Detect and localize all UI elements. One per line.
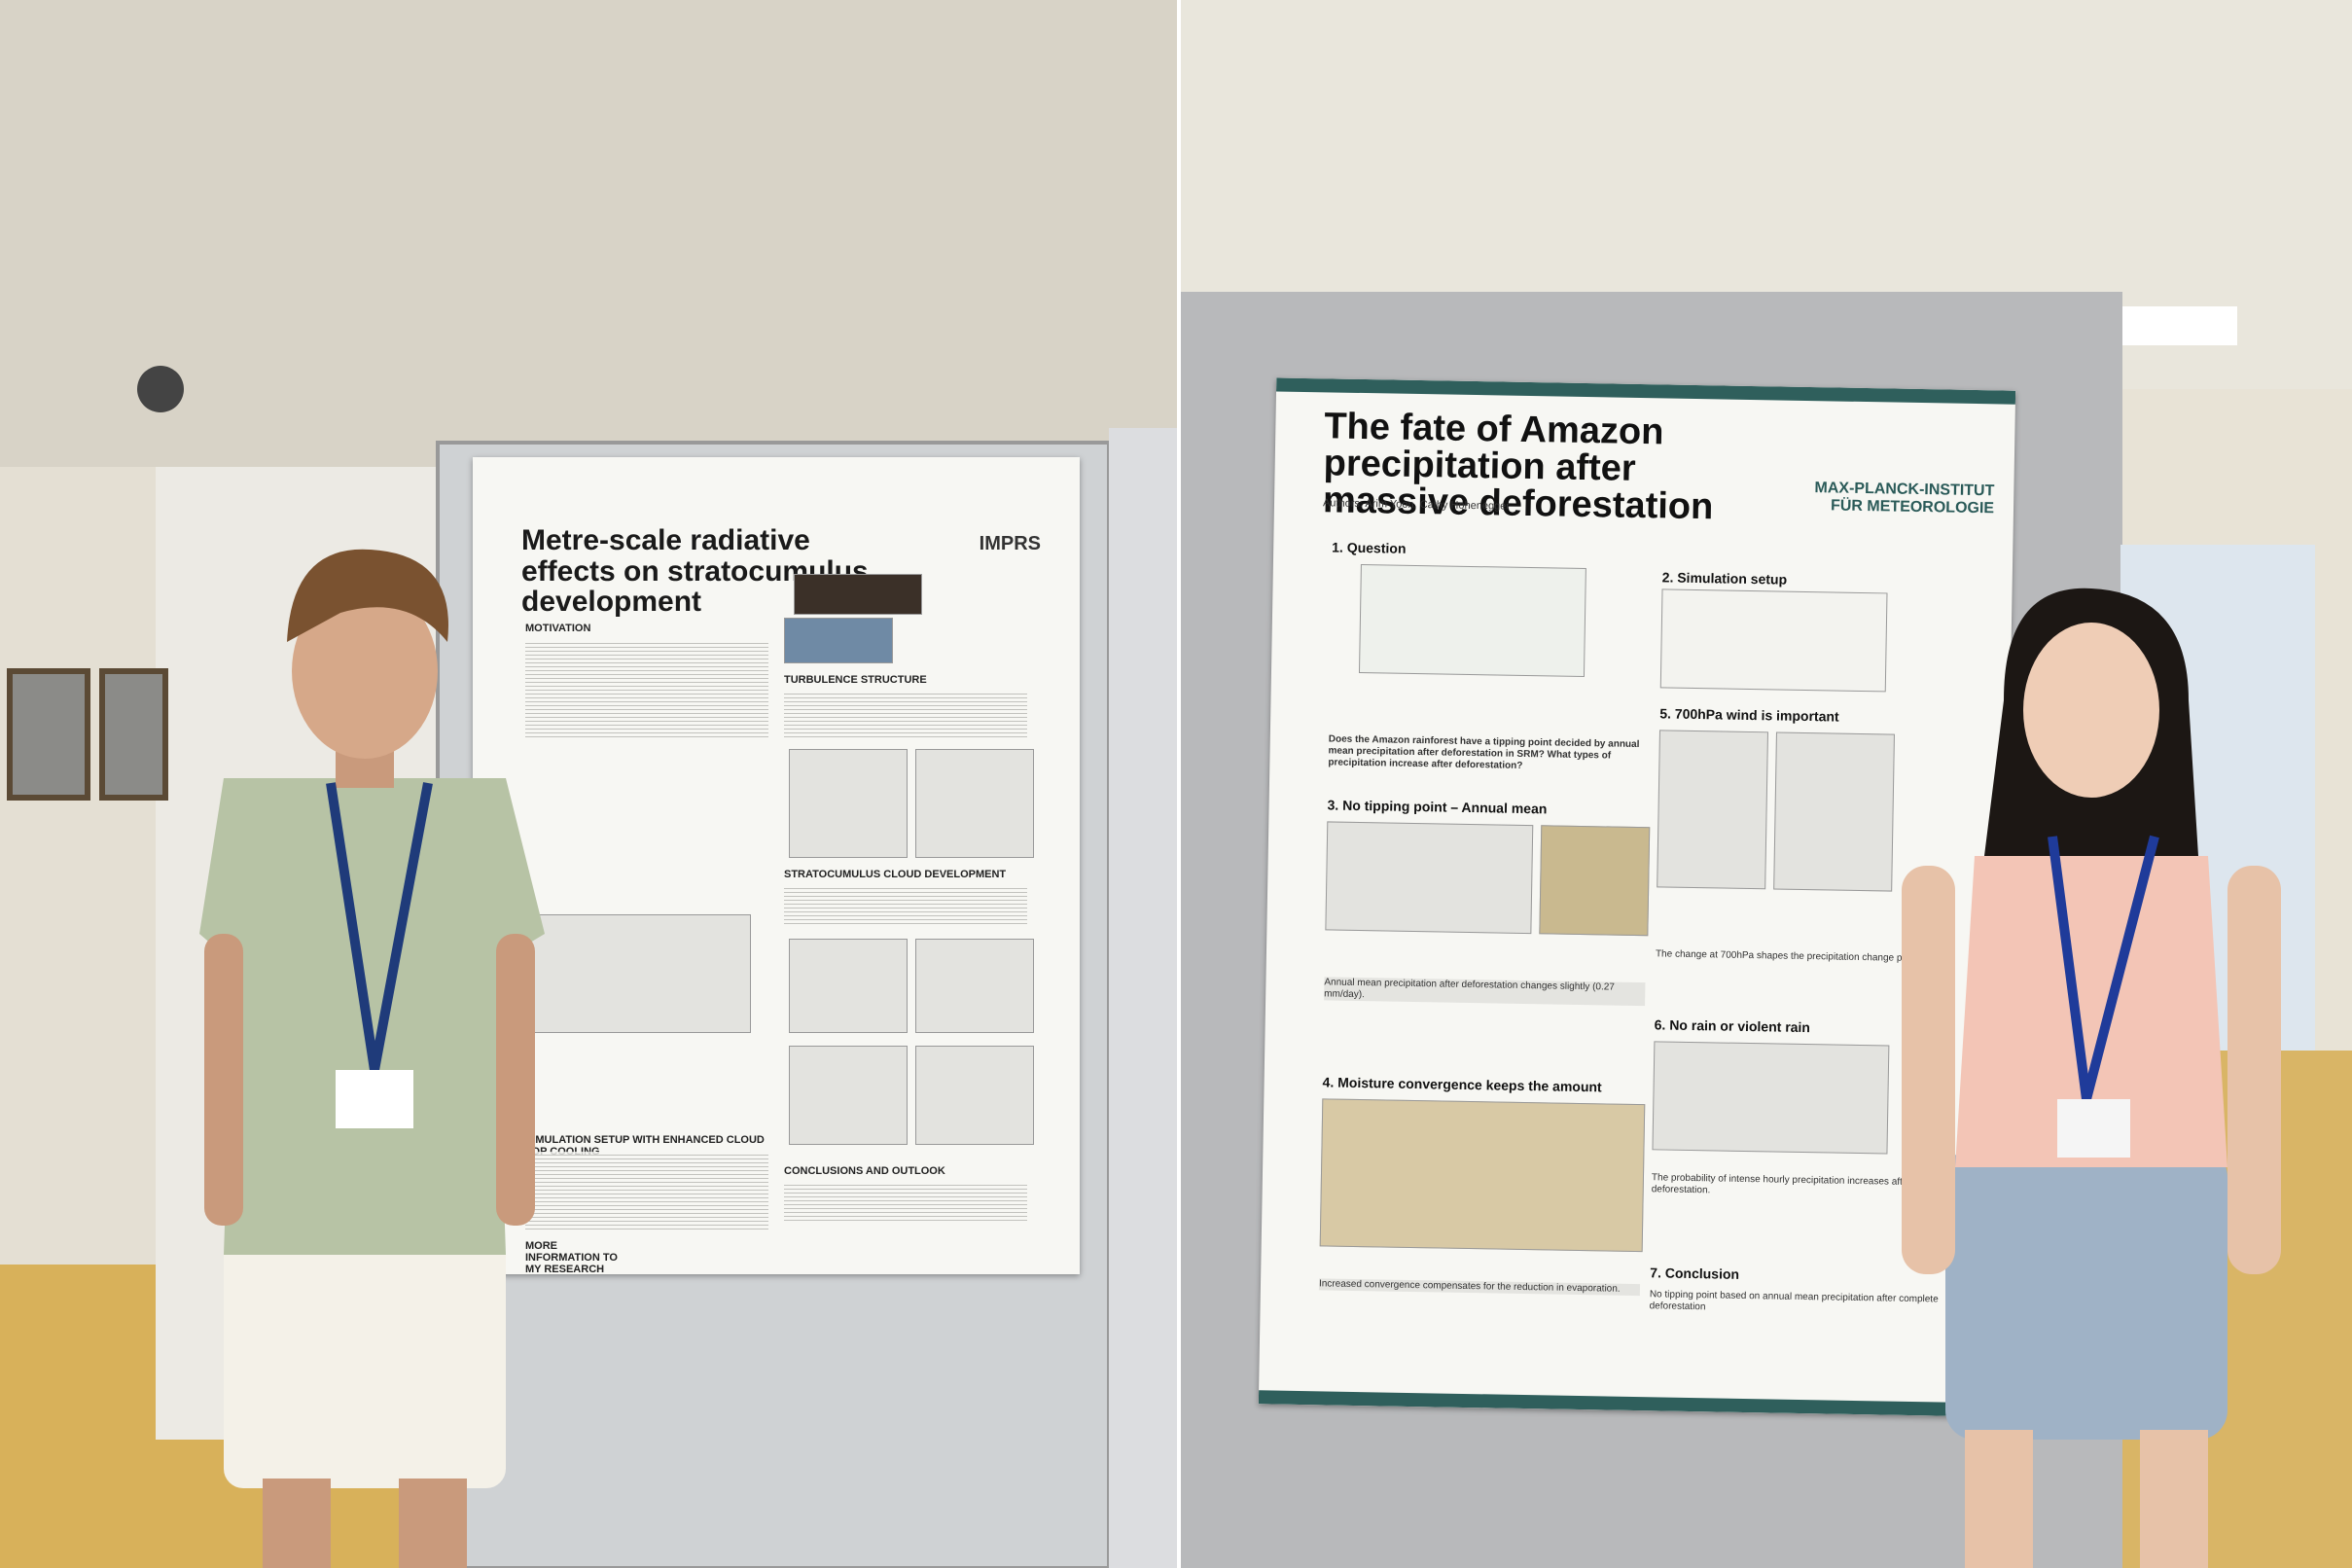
- figure: [789, 749, 908, 858]
- right-poster: The fate of Amazon precipitation after m…: [1258, 377, 2016, 1417]
- figure: [525, 914, 751, 1033]
- figure: [915, 749, 1034, 858]
- body-text: [525, 640, 768, 737]
- section-heading: MOTIVATION: [525, 623, 591, 634]
- figure: [789, 1046, 908, 1145]
- figure: [1657, 730, 1768, 890]
- figure: [1325, 821, 1534, 935]
- section-heading: TURBULENCE STRUCTURE: [784, 674, 927, 686]
- background-poster: [2120, 545, 2315, 1051]
- figure: [1358, 563, 1586, 678]
- footer: MORE INFORMATION TO MY RESEARCH: [525, 1240, 618, 1274]
- figure: [794, 574, 922, 615]
- body-text: The probability of intense hourly precip…: [1651, 1172, 1911, 1196]
- body-text: Annual mean precipitation after deforest…: [1324, 977, 1646, 1007]
- ceiling: [0, 0, 1177, 467]
- body-text: Does the Amazon rainforest have a tippin…: [1328, 733, 1640, 771]
- institute: MAX-PLANCK-INSTITUT FÜR METEOROLOGIE: [1814, 480, 1995, 517]
- left-poster: Metre-scale radiative effects on stratoc…: [473, 457, 1080, 1274]
- poster-board-side: [1109, 428, 1177, 1568]
- camera: [137, 366, 184, 412]
- section-heading: 3. No tipping point – Annual mean: [1327, 797, 1548, 817]
- institute: IMPRS: [979, 533, 1041, 554]
- figure: [789, 939, 908, 1033]
- figure: [915, 939, 1034, 1033]
- section-heading: CONCLUSIONS AND OUTLOOK: [784, 1165, 945, 1177]
- figure: [1652, 1041, 1890, 1155]
- section-heading: 5. 700hPa wind is important: [1659, 705, 1839, 725]
- section-heading: 7. Conclusion: [1650, 1265, 1740, 1282]
- figure: [784, 618, 893, 663]
- body-text: [525, 1152, 768, 1229]
- section-heading: 4. Moisture convergence keeps the amount: [1322, 1074, 1602, 1095]
- portrait: [7, 668, 90, 801]
- figure: [1319, 1098, 1646, 1253]
- figure: [1773, 731, 1895, 892]
- portrait: [99, 668, 168, 801]
- section-heading: STRATOCUMULUS CLOUD DEVELOPMENT: [784, 869, 1007, 880]
- divider: [1177, 0, 1181, 1568]
- body-text: No tipping point based on annual mean pr…: [1649, 1289, 1939, 1313]
- section-heading: 1. Question: [1332, 539, 1407, 556]
- body-text: [784, 885, 1027, 924]
- section-heading: 2. Simulation setup: [1661, 569, 1788, 588]
- body-text: Increased convergence compensates for th…: [1318, 1278, 1641, 1297]
- figure: [1539, 825, 1651, 937]
- figure: [1659, 588, 1888, 693]
- section-heading: 6. No rain or violent rain: [1654, 1016, 1811, 1036]
- body-text: The change at 700hPa shapes the precipit…: [1655, 948, 1930, 965]
- figure: [915, 1046, 1034, 1145]
- body-text: [784, 691, 1027, 739]
- body-text: [784, 1182, 1027, 1221]
